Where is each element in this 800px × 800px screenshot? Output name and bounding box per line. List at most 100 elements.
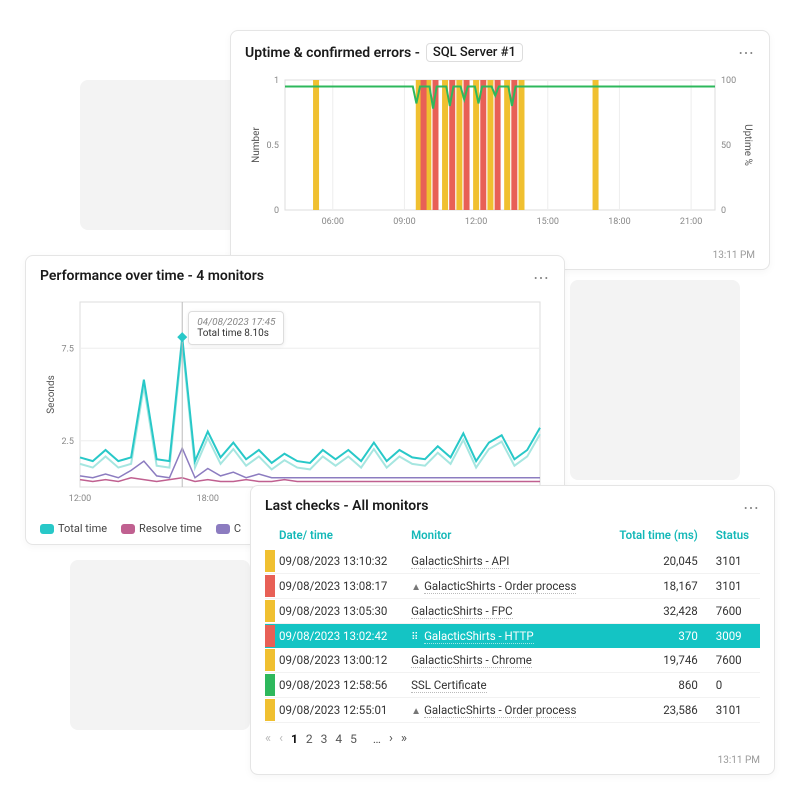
- status-stripe: [265, 673, 275, 698]
- svg-text:1: 1: [274, 76, 279, 86]
- perf-title: Performance over time - 4 monitors: [40, 268, 550, 284]
- svg-text:12:00: 12:00: [465, 217, 487, 227]
- bg-block: [80, 80, 250, 230]
- cell-datetime: 09/08/2023 13:10:32: [275, 549, 407, 574]
- pager: « ‹ 12345 … › »: [265, 731, 760, 746]
- tooltip-text: Total time 8.10s: [197, 328, 275, 339]
- bg-block: [70, 560, 250, 730]
- col-total-time[interactable]: Total time (ms): [604, 522, 702, 549]
- performance-chart: 2.5 7.5 12:00 18:00 Seconds: [40, 292, 550, 512]
- svg-text:18:00: 18:00: [608, 217, 630, 227]
- svg-text:Seconds: Seconds: [46, 375, 57, 414]
- svg-text:50: 50: [721, 141, 731, 151]
- tooltip-date: 04/08/2023 17:45: [197, 317, 275, 328]
- svg-text:06:00: 06:00: [322, 217, 344, 227]
- cell-datetime: 09/08/2023 12:55:01: [275, 698, 407, 723]
- legend-item: Resolve time: [121, 522, 202, 535]
- last-checks-card: Last checks - All monitors ⋯ Date/ time …: [250, 485, 775, 775]
- pager-next-icon[interactable]: ›: [389, 731, 393, 746]
- status-stripe: [265, 574, 275, 599]
- uptime-card: Uptime & confirmed errors - SQL Server #…: [230, 30, 770, 270]
- cell-status: 3101: [702, 549, 760, 574]
- svg-text:09:00: 09:00: [393, 217, 415, 227]
- col-monitor[interactable]: Monitor: [407, 522, 604, 549]
- svg-text:100: 100: [721, 76, 736, 86]
- monitor-type-icon: ⠿: [411, 632, 421, 643]
- status-stripe: [265, 698, 275, 723]
- cell-total-time: 20,045: [604, 549, 702, 574]
- svg-text:2.5: 2.5: [62, 437, 75, 447]
- uptime-title-prefix: Uptime & confirmed errors -: [245, 45, 420, 61]
- cell-monitor: GalacticShirts - Chrome: [407, 648, 604, 673]
- col-stripe: [265, 522, 275, 549]
- cell-datetime: 09/08/2023 12:58:56: [275, 673, 407, 698]
- cell-monitor: GalacticShirts - API: [407, 549, 604, 574]
- svg-text:18:00: 18:00: [197, 494, 219, 504]
- pager-page[interactable]: 1: [291, 732, 298, 746]
- table-row[interactable]: 09/08/2023 13:10:32 GalacticShirts - API…: [265, 549, 760, 574]
- cell-total-time: 19,746: [604, 648, 702, 673]
- cell-total-time: 23,586: [604, 698, 702, 723]
- svg-text:0: 0: [721, 206, 726, 216]
- svg-text:12:00: 12:00: [69, 494, 91, 504]
- pager-page[interactable]: 2: [306, 732, 313, 746]
- bg-block: [570, 280, 740, 480]
- cell-status: 7600: [702, 648, 760, 673]
- cell-monitor: GalacticShirts - FPC: [407, 599, 604, 624]
- status-stripe: [265, 599, 275, 624]
- cell-status: 3101: [702, 574, 760, 599]
- more-icon[interactable]: ⋯: [533, 268, 550, 287]
- cell-datetime: 09/08/2023 13:02:42: [275, 624, 407, 649]
- pager-ellipsis: …: [373, 732, 381, 746]
- svg-text:7.5: 7.5: [62, 344, 75, 354]
- cell-monitor: SSL Certificate: [407, 673, 604, 698]
- cell-total-time: 370: [604, 624, 702, 649]
- legend-item: Total time: [40, 522, 107, 535]
- pager-page[interactable]: 3: [321, 732, 328, 746]
- table-row[interactable]: 09/08/2023 13:00:12 GalacticShirts - Chr…: [265, 648, 760, 673]
- cell-status: 7600: [702, 599, 760, 624]
- more-icon[interactable]: ⋯: [738, 43, 755, 62]
- pager-page[interactable]: 5: [350, 732, 357, 746]
- table-row[interactable]: 09/08/2023 13:05:30 GalacticShirts - FPC…: [265, 599, 760, 624]
- svg-text:Uptime %: Uptime %: [742, 124, 753, 166]
- checks-timestamp: 13:11 PM: [718, 755, 760, 766]
- uptime-timestamp: 13:11 PM: [713, 250, 755, 261]
- monitor-type-icon: ▲: [411, 582, 421, 593]
- cell-total-time: 18,167: [604, 574, 702, 599]
- cell-datetime: 09/08/2023 13:08:17: [275, 574, 407, 599]
- svg-text:0: 0: [274, 206, 279, 216]
- uptime-title-badge[interactable]: SQL Server #1: [426, 43, 523, 62]
- pager-prev-icon[interactable]: ‹: [279, 731, 283, 746]
- table-row[interactable]: 09/08/2023 12:58:56 SSL Certificate 860 …: [265, 673, 760, 698]
- svg-text:15:00: 15:00: [537, 217, 559, 227]
- col-status[interactable]: Status: [702, 522, 760, 549]
- chart-tooltip: 04/08/2023 17:45 Total time 8.10s: [188, 311, 284, 345]
- cell-monitor: ▲GalacticShirts - Order process: [407, 698, 604, 723]
- cell-total-time: 32,428: [604, 599, 702, 624]
- table-row[interactable]: 09/08/2023 12:55:01 ▲GalacticShirts - Or…: [265, 698, 760, 723]
- pager-page[interactable]: 4: [335, 732, 342, 746]
- uptime-title: Uptime & confirmed errors - SQL Server #…: [245, 43, 755, 62]
- table-row[interactable]: 09/08/2023 13:08:17 ▲GalacticShirts - Or…: [265, 574, 760, 599]
- status-stripe: [265, 549, 275, 574]
- cell-status: 3101: [702, 698, 760, 723]
- svg-text:21:00: 21:00: [680, 217, 702, 227]
- cell-status: 3009: [702, 624, 760, 649]
- table-row[interactable]: 09/08/2023 13:02:42 ⠿GalacticShirts - HT…: [265, 624, 760, 649]
- cell-status: 0: [702, 673, 760, 698]
- status-stripe: [265, 648, 275, 673]
- cell-total-time: 860: [604, 673, 702, 698]
- pager-last-icon[interactable]: »: [401, 731, 407, 746]
- checks-title: Last checks - All monitors: [265, 498, 760, 514]
- cell-monitor: ⠿GalacticShirts - HTTP: [407, 624, 604, 649]
- pager-first-icon[interactable]: «: [265, 731, 271, 746]
- cell-datetime: 09/08/2023 13:00:12: [275, 648, 407, 673]
- status-stripe: [265, 624, 275, 649]
- checks-table: Date/ time Monitor Total time (ms) Statu…: [265, 522, 760, 723]
- col-datetime[interactable]: Date/ time: [275, 522, 407, 549]
- more-icon[interactable]: ⋯: [743, 498, 760, 517]
- cell-datetime: 09/08/2023 13:05:30: [275, 599, 407, 624]
- legend-item: C: [216, 522, 241, 535]
- monitor-type-icon: ▲: [411, 706, 421, 717]
